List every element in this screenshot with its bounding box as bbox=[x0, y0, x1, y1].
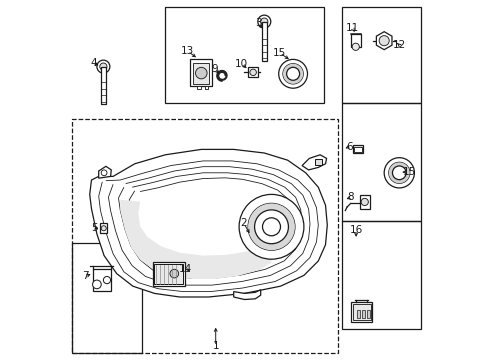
Circle shape bbox=[361, 198, 367, 206]
Circle shape bbox=[257, 15, 270, 28]
Bar bbox=[197, 86, 200, 89]
Text: 10: 10 bbox=[235, 59, 248, 69]
Circle shape bbox=[392, 166, 406, 180]
Circle shape bbox=[283, 64, 303, 84]
Polygon shape bbox=[120, 200, 271, 279]
Circle shape bbox=[392, 166, 406, 180]
Text: 6: 6 bbox=[346, 141, 352, 152]
Text: 12: 12 bbox=[392, 40, 405, 50]
Text: 15: 15 bbox=[273, 48, 286, 58]
Circle shape bbox=[260, 18, 267, 25]
Circle shape bbox=[384, 158, 413, 188]
Text: 1: 1 bbox=[212, 341, 219, 351]
Circle shape bbox=[351, 43, 359, 50]
Bar bbox=[165, 7, 323, 103]
Text: 5: 5 bbox=[90, 222, 97, 233]
Circle shape bbox=[247, 203, 294, 250]
Bar bbox=[341, 103, 420, 221]
Text: 8: 8 bbox=[346, 192, 353, 202]
Bar bbox=[154, 264, 183, 284]
Circle shape bbox=[100, 63, 107, 70]
Bar bbox=[314, 159, 321, 165]
Circle shape bbox=[378, 36, 388, 46]
Text: 16: 16 bbox=[349, 225, 362, 235]
Circle shape bbox=[278, 59, 307, 88]
Text: 14: 14 bbox=[178, 264, 191, 274]
Bar bbox=[341, 7, 420, 103]
Circle shape bbox=[247, 203, 294, 250]
Bar bbox=[353, 147, 361, 152]
Text: 15: 15 bbox=[402, 167, 415, 177]
Bar bbox=[352, 304, 370, 320]
Polygon shape bbox=[233, 290, 260, 300]
Circle shape bbox=[195, 67, 206, 79]
Polygon shape bbox=[99, 166, 111, 178]
Polygon shape bbox=[376, 32, 391, 50]
Circle shape bbox=[103, 276, 110, 284]
Circle shape bbox=[239, 194, 303, 259]
Circle shape bbox=[97, 60, 110, 73]
Polygon shape bbox=[89, 149, 326, 297]
Text: 4: 4 bbox=[90, 58, 97, 68]
Bar bbox=[190, 59, 212, 86]
Circle shape bbox=[388, 162, 409, 183]
Circle shape bbox=[262, 218, 280, 236]
Bar bbox=[261, 22, 266, 61]
Text: 9: 9 bbox=[211, 64, 218, 74]
Bar bbox=[92, 269, 110, 291]
Bar bbox=[204, 86, 208, 89]
Circle shape bbox=[254, 210, 288, 244]
Bar bbox=[350, 302, 371, 322]
Circle shape bbox=[283, 64, 303, 84]
Circle shape bbox=[254, 210, 288, 244]
Bar bbox=[101, 67, 106, 104]
Bar bbox=[361, 310, 364, 318]
Text: 11: 11 bbox=[345, 23, 358, 33]
Circle shape bbox=[170, 269, 178, 278]
Circle shape bbox=[92, 280, 101, 289]
Circle shape bbox=[101, 226, 106, 231]
Circle shape bbox=[286, 67, 299, 80]
Bar bbox=[350, 34, 360, 47]
Bar bbox=[193, 63, 209, 84]
Bar bbox=[72, 243, 142, 353]
Circle shape bbox=[101, 170, 107, 176]
Polygon shape bbox=[302, 155, 326, 170]
Text: 3: 3 bbox=[254, 18, 261, 28]
Bar bbox=[247, 67, 258, 77]
Text: 2: 2 bbox=[240, 218, 246, 228]
Bar bbox=[72, 119, 337, 353]
Circle shape bbox=[249, 69, 256, 76]
Bar bbox=[101, 223, 107, 233]
Bar bbox=[359, 195, 369, 209]
Circle shape bbox=[388, 162, 409, 183]
Text: 13: 13 bbox=[181, 46, 194, 56]
Circle shape bbox=[286, 67, 299, 80]
Bar bbox=[341, 221, 420, 329]
Bar bbox=[152, 262, 185, 286]
Text: 7: 7 bbox=[82, 271, 88, 282]
Bar bbox=[356, 310, 359, 318]
Bar bbox=[366, 310, 369, 318]
Bar bbox=[352, 145, 363, 153]
